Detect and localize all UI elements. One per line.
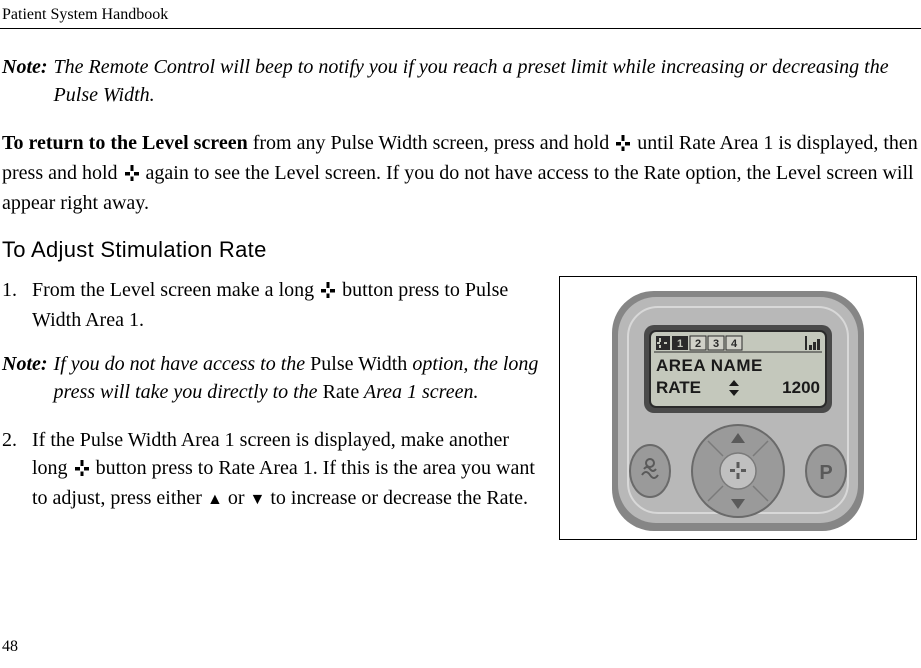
svg-text:1: 1 <box>677 338 683 350</box>
svg-text:4: 4 <box>731 338 738 350</box>
svg-text:P: P <box>819 462 832 484</box>
return-paragraph: To return to the Level screen from any P… <box>2 129 919 217</box>
return-part3: again to see the Level screen. If you do… <box>2 162 914 214</box>
svg-text:3: 3 <box>713 338 719 350</box>
step-1: 1. From the Level screen make a long but… <box>2 276 547 334</box>
step-1-num: 1. <box>2 276 32 334</box>
device-illustration: 1 2 3 4 AREA NAME <box>559 276 917 540</box>
note-2-label: Note: <box>2 350 54 406</box>
triangle-down-icon: ▼ <box>249 489 265 511</box>
area-icon <box>75 456 89 484</box>
remote-control-svg: 1 2 3 4 AREA NAME <box>568 283 908 533</box>
svg-text:RATE: RATE <box>656 378 701 397</box>
note-1-text: The Remote Control will beep to notify y… <box>54 53 919 109</box>
svg-text:2: 2 <box>695 338 701 350</box>
step-2-text: If the Pulse Width Area 1 screen is disp… <box>32 426 547 512</box>
return-bold-lead: To return to the Level screen <box>2 132 248 154</box>
page-number: 48 <box>2 636 18 658</box>
step-2-num: 2. <box>2 426 32 512</box>
note-2-text: If you do not have access to the Pulse W… <box>54 350 547 406</box>
area-icon <box>616 131 630 159</box>
header-title: Patient System Handbook <box>2 6 168 23</box>
section-heading: To Adjust Stimulation Rate <box>2 235 919 266</box>
page-header: Patient System Handbook <box>0 0 921 29</box>
note-1: Note: The Remote Control will beep to no… <box>2 53 919 109</box>
return-part1: from any Pulse Width screen, press and h… <box>248 132 615 154</box>
step-2: 2. If the Pulse Width Area 1 screen is d… <box>2 426 547 512</box>
note-2: Note: If you do not have access to the P… <box>2 350 547 406</box>
step-1-text: From the Level screen make a long button… <box>32 276 547 334</box>
right-column: 1 2 3 4 AREA NAME <box>559 276 919 540</box>
area-icon <box>321 278 335 306</box>
triangle-up-icon: ▲ <box>207 489 223 511</box>
note-1-label: Note: <box>2 53 54 109</box>
page-content: Note: The Remote Control will beep to no… <box>0 53 921 540</box>
two-column-layout: 1. From the Level screen make a long but… <box>2 276 919 540</box>
area-icon <box>125 161 139 189</box>
svg-text:AREA NAME: AREA NAME <box>656 356 763 375</box>
svg-text:1200: 1200 <box>782 378 820 397</box>
left-column: 1. From the Level screen make a long but… <box>2 276 547 540</box>
